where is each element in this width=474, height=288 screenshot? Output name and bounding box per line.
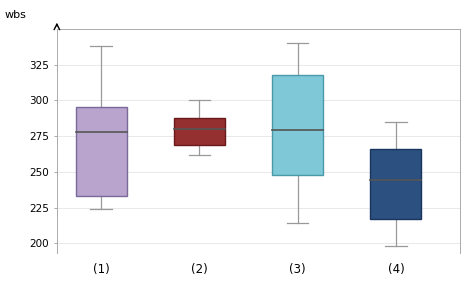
Bar bbox=[174, 118, 225, 145]
Bar bbox=[272, 75, 323, 175]
Bar bbox=[370, 149, 421, 219]
Text: wbs: wbs bbox=[5, 10, 27, 20]
Bar bbox=[75, 107, 127, 196]
